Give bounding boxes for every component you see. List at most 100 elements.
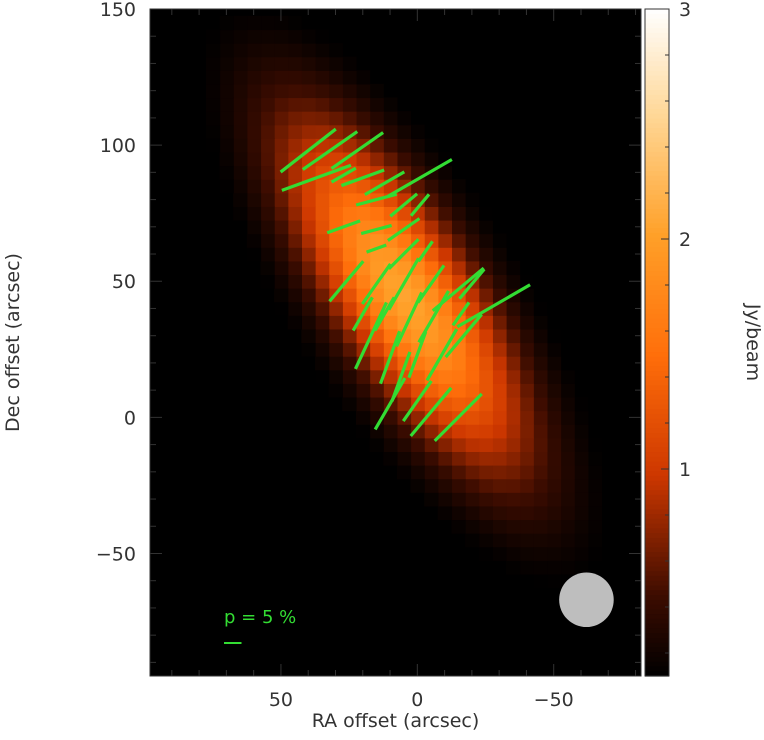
intensity-pixel [560, 492, 575, 507]
intensity-pixel [246, 179, 262, 194]
colorbar-segment [645, 461, 669, 467]
intensity-pixel [219, 124, 234, 139]
intensity-pixel [233, 192, 248, 207]
colorbar-segment [645, 23, 669, 29]
intensity-pixel [246, 138, 262, 153]
intensity-pixel [560, 410, 575, 425]
intensity-pixel [587, 451, 603, 466]
intensity-pixel [246, 247, 262, 262]
colorbar-segment [645, 256, 669, 263]
intensity-pixel [478, 315, 493, 330]
intensity-pixel [383, 206, 398, 221]
polarization-vector [351, 296, 374, 332]
intensity-pixel [301, 70, 316, 85]
intensity-pixel [465, 369, 480, 384]
intensity-pixel [342, 274, 357, 289]
polarization-vector [365, 243, 387, 254]
intensity-pixel [519, 383, 534, 398]
colorbar-segment [645, 499, 669, 506]
colorbar-segment [645, 637, 669, 644]
polarization-vector [387, 158, 453, 198]
intensity-pixel [574, 424, 589, 439]
colorbar-segment [645, 75, 669, 82]
colorbar-segment [645, 528, 669, 534]
intensity-pixel [287, 165, 302, 180]
intensity-pixel [396, 437, 412, 452]
colorbar-segment [645, 209, 669, 215]
intensity-pixel [505, 301, 521, 316]
colorbar-segment [645, 313, 669, 320]
colorbar-segment [645, 452, 669, 458]
intensity-pixel [355, 206, 371, 221]
colorbar-segment [645, 623, 669, 629]
colorbar: 1 2 3 [644, 0, 691, 677]
axis-ticks: 50 0 −50 −50 0 50 100 150 [96, 0, 641, 711]
colorbar-segment [645, 423, 669, 429]
intensity-pixel [396, 138, 412, 153]
colorbar-segment [645, 666, 669, 672]
intensity-pixel [342, 138, 357, 153]
polarization-vector [389, 192, 419, 218]
colorbar-segment [645, 633, 669, 639]
plot-area: 50 0 −50 −50 0 50 100 150 [96, 0, 642, 711]
polarization-vector [360, 223, 393, 236]
intensity-pixel [383, 328, 398, 344]
intensity-pixel [424, 424, 439, 439]
intensity-pixel [355, 151, 371, 167]
intensity-pixel [492, 478, 507, 493]
intensity-pixel [315, 56, 330, 71]
intensity-pixel [492, 451, 507, 466]
intensity-pixel [219, 151, 234, 167]
intensity-pixel [396, 111, 412, 126]
intensity-pixel [383, 410, 398, 425]
colorbar-segment [645, 456, 669, 463]
intensity-pixel [328, 192, 343, 207]
intensity-pixel [451, 260, 466, 276]
intensity-pixel [587, 519, 603, 534]
polarization-vector [279, 127, 337, 174]
intensity-pixel [342, 206, 357, 221]
intensity-pixel [437, 165, 453, 180]
intensity-pixel [301, 342, 316, 357]
colorbar-segment [645, 151, 669, 158]
intensity-pixel [519, 478, 534, 493]
intensity-pixel [355, 179, 371, 194]
polarization-vector [373, 296, 396, 332]
intensity-pixel [478, 396, 493, 412]
intensity-pixel [301, 124, 316, 139]
intensity-pixel [505, 369, 521, 384]
y-axis-label: Dec offset (arcsec) [2, 253, 24, 432]
intensity-pixel [383, 437, 398, 452]
intensity-pixel [301, 43, 316, 58]
colorbar-segment [645, 37, 669, 43]
intensity-pixel [301, 97, 316, 112]
intensity-pixel [492, 247, 507, 262]
intensity-pixel [315, 206, 330, 221]
intensity-pixel [369, 396, 384, 412]
colorbar-segment [645, 556, 669, 563]
intensity-pixel [355, 233, 371, 248]
intensity-pixel [478, 533, 493, 548]
colorbar-segment [645, 575, 669, 582]
colorbar-segment [645, 595, 669, 601]
intensity-pixel [342, 396, 357, 412]
colorbar-segment [645, 418, 669, 425]
colorbar-segment [645, 109, 669, 115]
intensity-pixel [246, 219, 262, 235]
intensity-pixel [574, 396, 589, 412]
intensity-pixel [260, 138, 275, 153]
colorbar-segment [645, 18, 669, 24]
intensity-pixel [396, 465, 412, 480]
polarization-vector [330, 166, 357, 184]
colorbar-segment [645, 366, 669, 372]
intensity-pixel [233, 56, 248, 71]
intensity-pixel [492, 315, 507, 330]
polarization-vector [364, 170, 406, 196]
intensity-pixel [315, 288, 330, 303]
intensity-pixel [505, 356, 521, 371]
colorbar-segment [645, 533, 669, 539]
intensity-pixel [492, 519, 507, 534]
colorbar-segment [645, 47, 669, 53]
colorbar-segment [645, 237, 669, 244]
intensity-pixel [465, 383, 480, 398]
